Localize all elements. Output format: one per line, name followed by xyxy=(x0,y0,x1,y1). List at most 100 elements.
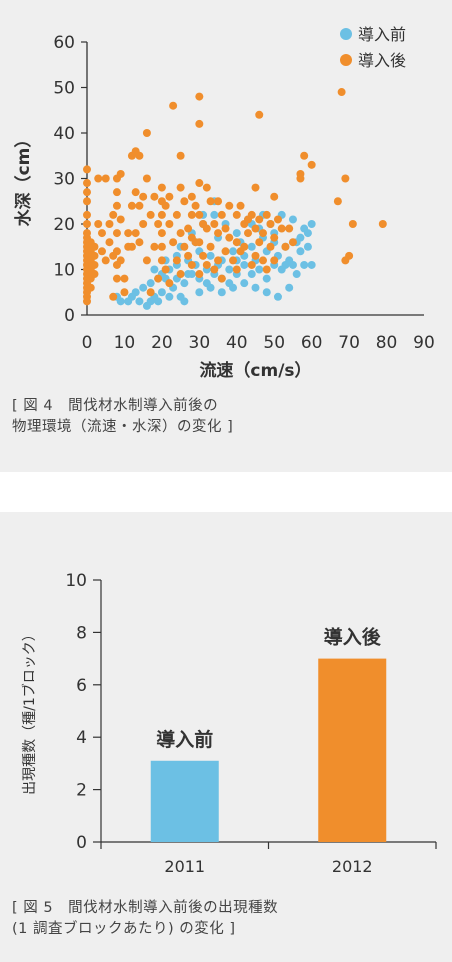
figure4-caption: [ 図 4 間伐材水制導入前後の 物理環境（流速・水深）の変化 ] xyxy=(12,396,233,438)
data-point xyxy=(180,242,189,251)
data-point xyxy=(258,229,267,238)
data-point xyxy=(251,251,260,260)
data-point xyxy=(266,220,275,228)
data-point xyxy=(83,297,91,306)
data-point xyxy=(142,129,151,137)
data-point xyxy=(236,201,245,210)
x-tick-label: 80 xyxy=(376,333,398,353)
data-point xyxy=(150,265,159,274)
data-point xyxy=(135,151,144,160)
data-point xyxy=(288,215,297,224)
x-tick-label: 70 xyxy=(338,333,360,353)
data-point xyxy=(90,242,99,251)
data-point xyxy=(240,242,249,251)
data-point xyxy=(337,88,346,97)
data-point xyxy=(199,251,208,260)
data-point xyxy=(146,288,155,297)
data-point xyxy=(214,197,223,206)
data-point xyxy=(307,220,316,228)
data-point xyxy=(303,242,312,251)
data-point xyxy=(285,224,294,233)
data-point xyxy=(120,288,129,297)
data-point xyxy=(169,101,178,110)
data-point xyxy=(221,224,230,233)
legend-marker xyxy=(340,28,352,40)
x-tick-label: 40 xyxy=(226,333,248,353)
data-point xyxy=(165,192,174,201)
scatter-axes: 0 10 20 30 40 50 60 0 10 20 30 40 50 60 70 80 90 流速（cm/s）… xyxy=(13,33,435,381)
bar-label: 導入前 xyxy=(156,728,213,751)
data-point xyxy=(157,242,166,251)
y-tick-label: 10 xyxy=(65,571,87,591)
data-point xyxy=(281,260,290,269)
data-point xyxy=(139,283,148,292)
data-point xyxy=(135,297,144,306)
data-point xyxy=(225,233,234,242)
figure4-panel: 0 10 20 30 40 50 60 0 10 20 30 40 50 60 70 80 90 流速（cm/s）… xyxy=(0,0,452,472)
data-point xyxy=(195,238,204,247)
data-point xyxy=(135,238,144,247)
data-point xyxy=(127,201,136,210)
data-point xyxy=(247,242,256,251)
data-point xyxy=(109,292,118,301)
x-tick-label: 2012 xyxy=(332,857,373,876)
legend-label: 導入前 xyxy=(358,25,406,44)
data-point xyxy=(157,288,166,297)
data-point xyxy=(195,179,204,188)
data-point xyxy=(251,224,260,233)
x-axis-title: 流速（cm/s） xyxy=(199,360,311,381)
y-tick-label: 60 xyxy=(53,33,75,53)
data-point xyxy=(292,270,301,279)
data-point xyxy=(202,260,211,269)
data-point xyxy=(142,174,151,183)
data-point xyxy=(124,297,133,306)
data-point xyxy=(154,274,163,283)
data-point xyxy=(270,233,279,242)
data-point xyxy=(217,210,226,219)
data-point xyxy=(247,260,256,269)
data-point xyxy=(270,256,279,265)
data-point xyxy=(195,92,204,101)
bar xyxy=(318,658,387,842)
data-point xyxy=(184,251,193,260)
scatter-points xyxy=(83,88,387,310)
data-point xyxy=(300,260,309,269)
data-point xyxy=(94,220,103,228)
data-point xyxy=(206,197,215,206)
data-point xyxy=(150,242,159,251)
data-point xyxy=(180,197,189,206)
data-point xyxy=(378,220,387,228)
data-point xyxy=(83,179,91,188)
data-point xyxy=(165,279,174,288)
data-point xyxy=(255,238,264,247)
data-point xyxy=(225,265,234,274)
y-tick-label: 2 xyxy=(76,781,87,801)
data-point xyxy=(116,215,125,224)
y-tick-label: 0 xyxy=(76,833,87,853)
data-point xyxy=(240,260,249,269)
data-point xyxy=(165,220,174,228)
scatter-chart: 0 10 20 30 40 50 60 0 10 20 30 40 50 60 70 80 90 流速（cm/s）… xyxy=(13,25,435,381)
data-point xyxy=(116,169,125,178)
data-point xyxy=(172,256,181,265)
data-point xyxy=(146,279,155,288)
data-point xyxy=(296,247,305,256)
data-point xyxy=(176,229,185,238)
x-tick-label: 0 xyxy=(82,333,93,353)
data-point xyxy=(206,283,215,292)
y-tick-label: 20 xyxy=(53,215,75,235)
data-point xyxy=(195,270,204,279)
data-point xyxy=(191,201,200,210)
data-point xyxy=(131,288,140,297)
data-point xyxy=(206,251,215,260)
data-point xyxy=(116,256,125,265)
data-point xyxy=(288,260,297,269)
data-point xyxy=(277,224,286,233)
data-point xyxy=(112,247,121,256)
data-point xyxy=(124,229,133,238)
figure5-caption-line: [ 図 5 間伐材水制導入前後の出現種数 xyxy=(12,900,279,916)
data-point xyxy=(251,283,260,292)
data-point xyxy=(161,265,170,274)
data-point xyxy=(341,174,350,183)
data-point xyxy=(255,265,264,274)
